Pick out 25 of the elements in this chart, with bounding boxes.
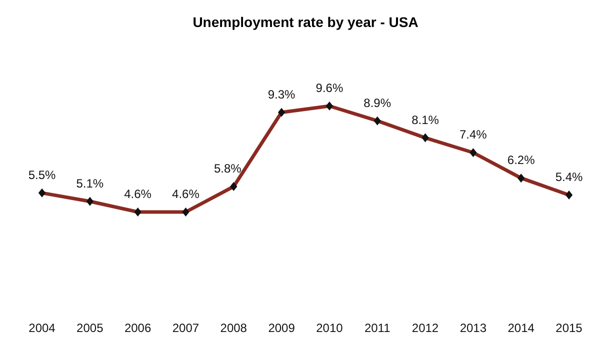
data-label: 9.6% [316,81,344,95]
x-tick-label: 2006 [124,321,152,335]
x-tick-label: 2005 [76,321,104,335]
data-label: 9.3% [268,87,296,102]
x-tick-label: 2009 [268,321,296,335]
data-label: 5.1% [76,176,104,190]
data-label: 5.5% [28,168,56,182]
x-tick-label: 2015 [556,321,583,335]
data-label: 5.4% [555,170,583,184]
x-tick-label: 2011 [364,321,391,335]
data-label: 6.2% [507,153,536,168]
data-label: 8.1% [412,112,440,127]
x-tick-label: 2008 [220,321,248,335]
x-tick-label: 2010 [316,321,344,335]
data-label: 7.4% [460,128,488,142]
x-tick-label: 2014 [508,321,535,335]
data-label: 4.6% [172,186,200,201]
x-tick-label: 2013 [460,321,487,335]
x-tick-label: 2012 [412,321,439,335]
x-tick-label: 2004 [28,321,56,335]
data-label: 5.8% [214,162,242,176]
data-label: 8.9% [364,96,392,110]
data-label: 4.6% [124,186,152,201]
x-tick-label: 2007 [172,321,200,335]
chart-title: Unemployment rate by year - USA [192,14,418,30]
